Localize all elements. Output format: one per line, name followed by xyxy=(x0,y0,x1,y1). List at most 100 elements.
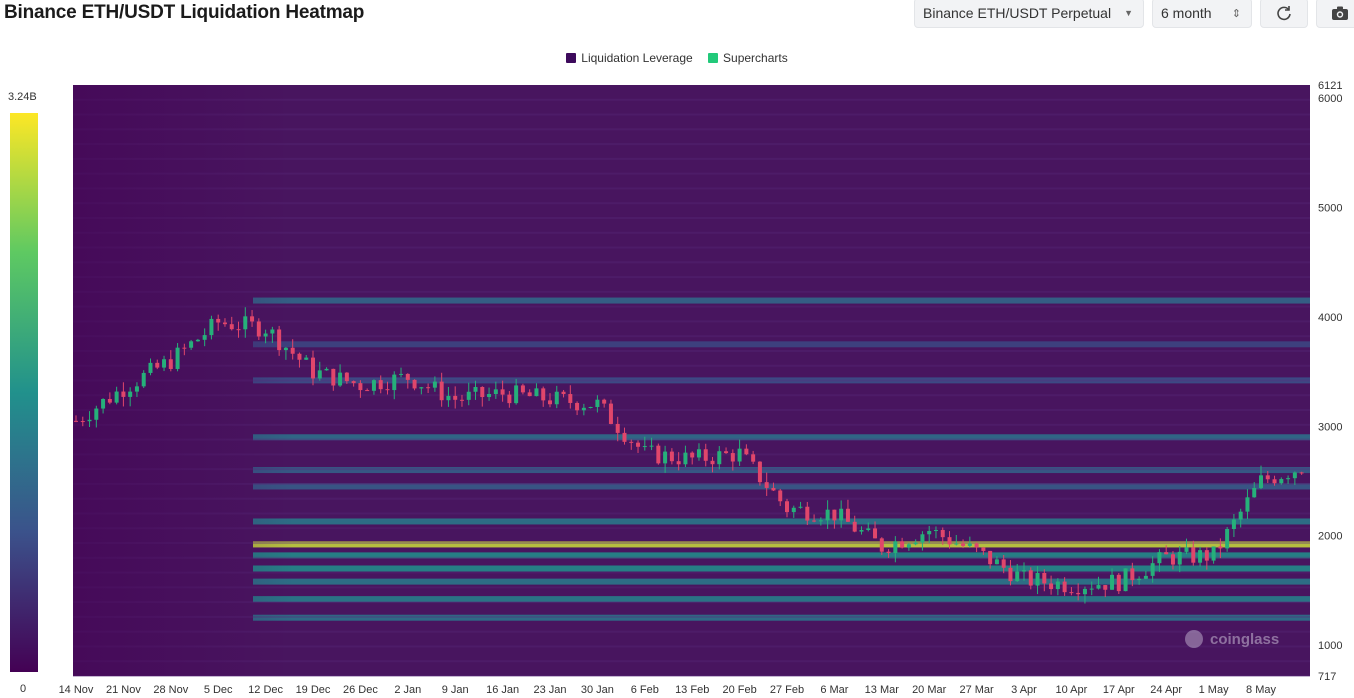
candle-body xyxy=(507,394,512,404)
candle-body xyxy=(1082,588,1087,595)
candle-body xyxy=(994,559,999,565)
candle-body xyxy=(1245,497,1250,512)
x-tick-label: 8 May xyxy=(1246,684,1276,696)
x-tick-label: 3 Apr xyxy=(1011,684,1037,696)
candle-body xyxy=(1089,588,1094,590)
candle-body xyxy=(459,399,464,401)
candle-body xyxy=(696,449,701,458)
heatmap-texture-stripe xyxy=(73,556,1310,559)
candle-body xyxy=(1184,547,1189,552)
candle-body xyxy=(1035,573,1040,586)
candle-body xyxy=(405,373,410,380)
x-tick-label: 2 Jan xyxy=(394,684,421,696)
x-tick-label: 16 Jan xyxy=(486,684,519,696)
y-tick-label: 1000 xyxy=(1318,640,1342,652)
candle-body xyxy=(1130,568,1135,581)
x-tick-label: 13 Mar xyxy=(865,684,900,696)
candle-body xyxy=(859,529,864,532)
candle-body xyxy=(128,391,133,397)
candle-body xyxy=(1143,575,1148,579)
candle-body xyxy=(493,389,498,394)
heatmap-left-fade xyxy=(73,85,293,676)
candle-body xyxy=(1062,581,1067,593)
x-tick-label: 26 Dec xyxy=(343,684,378,696)
candle-body xyxy=(74,420,78,422)
pair-select-value: Binance ETH/USDT Perpetual xyxy=(923,5,1112,21)
heatmap-texture-stripe xyxy=(73,128,1310,131)
candle-body xyxy=(900,541,905,548)
candle-body xyxy=(134,386,139,392)
candle-body xyxy=(588,407,593,409)
candle-body xyxy=(967,543,972,546)
heatmap-texture-stripe xyxy=(73,246,1310,249)
candle-body xyxy=(676,461,681,465)
heatmap-texture-stripe xyxy=(73,615,1310,618)
candle-body xyxy=(453,395,458,400)
candle-body xyxy=(1076,592,1081,595)
candle-body xyxy=(852,521,857,532)
candle-body xyxy=(812,520,817,522)
candle-body xyxy=(514,385,519,404)
candle-body xyxy=(236,329,241,331)
range-select[interactable]: 6 month ⇕ xyxy=(1152,0,1252,28)
candle-body xyxy=(1299,472,1304,474)
legend-item-supercharts[interactable]: Supercharts xyxy=(708,51,788,65)
candle-body xyxy=(751,454,756,462)
candle-body xyxy=(1103,585,1108,590)
candle-body xyxy=(764,482,769,488)
candle-body xyxy=(778,490,783,502)
candle-body xyxy=(541,388,546,401)
liquidation-band xyxy=(253,578,1310,585)
candle-body xyxy=(642,446,647,448)
candle-body xyxy=(283,347,288,351)
y-tick-label: 5000 xyxy=(1318,203,1342,215)
candle-body xyxy=(805,506,810,521)
candle-body xyxy=(1069,592,1074,594)
liquidation-band xyxy=(253,565,1310,572)
candle-body xyxy=(520,385,525,393)
candle-body xyxy=(182,347,187,349)
y-tick-label: 717 xyxy=(1318,671,1336,683)
liquidation-band xyxy=(253,297,1310,304)
candle-body xyxy=(195,339,200,342)
x-tick-label: 20 Feb xyxy=(722,684,756,696)
candle-body xyxy=(920,534,925,543)
colorbar-max-label: 3.24B xyxy=(8,91,37,103)
candle-body xyxy=(290,347,295,354)
candle-body xyxy=(947,537,952,545)
y-tick-label: 6000 xyxy=(1318,93,1342,105)
x-tick-label: 1 May xyxy=(1199,684,1229,696)
candle-body xyxy=(385,389,390,391)
candle-body xyxy=(527,392,532,397)
candle-body xyxy=(1259,475,1263,488)
candle-body xyxy=(1292,472,1297,479)
candle-body xyxy=(568,394,573,403)
legend-label: Supercharts xyxy=(723,51,788,65)
liquidation-band xyxy=(253,377,1310,384)
refresh-button[interactable] xyxy=(1260,0,1308,28)
legend-item-liquidation-leverage[interactable]: Liquidation Leverage xyxy=(566,51,693,65)
candle-body xyxy=(141,372,146,387)
pair-select[interactable]: Binance ETH/USDT Perpetual ▼ xyxy=(914,0,1144,28)
candle-body xyxy=(365,390,370,392)
candle-body xyxy=(927,531,932,535)
candle-body xyxy=(473,386,478,392)
candle-body xyxy=(534,388,539,397)
range-select-value: 6 month xyxy=(1161,5,1212,21)
candle-body xyxy=(107,399,112,403)
candle-body xyxy=(317,370,322,379)
candle-body xyxy=(893,541,898,554)
heatmap-texture-stripe xyxy=(73,675,1310,677)
candle-body xyxy=(94,408,99,420)
candle-body xyxy=(331,368,336,386)
candle-body xyxy=(358,383,363,391)
heatmap-texture-stripe xyxy=(73,261,1310,264)
candle-body xyxy=(1028,570,1033,586)
candle-body xyxy=(744,448,749,455)
candle-body xyxy=(1055,581,1060,590)
candle-body xyxy=(629,441,634,443)
heatmap-texture-stripe xyxy=(73,320,1310,323)
screenshot-button[interactable] xyxy=(1316,0,1354,28)
